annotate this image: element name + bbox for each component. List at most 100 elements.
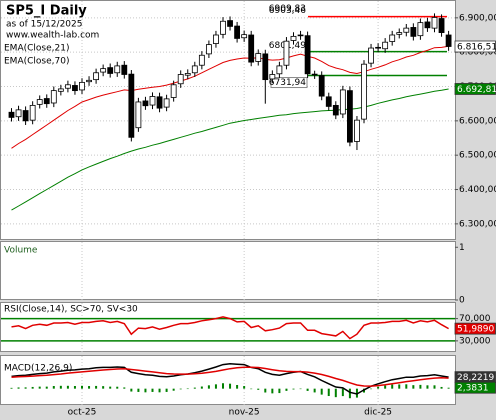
candle-body — [121, 64, 128, 75]
histogram-bar — [151, 388, 154, 392]
histogram-bar — [45, 386, 48, 389]
x-tick-label: oct-25 — [68, 408, 97, 418]
candle-body — [184, 73, 191, 76]
y-tick-label: 1 — [459, 243, 465, 253]
histogram-bar — [172, 388, 175, 391]
histogram-bar — [384, 385, 387, 389]
histogram-bar — [10, 387, 13, 389]
candle-body — [255, 53, 262, 62]
candle-body — [431, 17, 438, 29]
candle-body — [304, 35, 311, 75]
histogram-bar — [370, 388, 373, 390]
candle-body — [15, 109, 22, 118]
candle-body — [72, 85, 78, 92]
x-tick-label: nov-25 — [229, 408, 260, 418]
histogram-bar — [264, 388, 267, 393]
histogram-bar — [398, 384, 401, 389]
y-tick-label: 30,000 — [459, 336, 491, 346]
candle-body — [375, 46, 382, 49]
candle-body — [424, 21, 431, 29]
candle-body — [163, 98, 170, 108]
histogram-bar — [17, 387, 20, 389]
level-label-bg — [270, 77, 308, 89]
histogram-bar — [271, 388, 274, 394]
histogram-bar — [200, 386, 203, 389]
indicator-line — [11, 363, 449, 395]
candle-body — [234, 25, 241, 39]
candle-body — [149, 96, 156, 106]
price-label: 6.816,510 — [457, 42, 496, 52]
candle-body — [29, 104, 36, 121]
candle-body — [332, 104, 339, 116]
histogram-bar — [186, 388, 189, 390]
level-label: 6903,46 — [269, 6, 306, 16]
candle-body — [205, 44, 212, 55]
histogram-bar — [440, 386, 443, 389]
candle-body — [57, 88, 64, 92]
pane-title: MACD(12,26,9) — [4, 364, 72, 374]
candle-body — [22, 110, 29, 122]
candle-body — [262, 53, 269, 81]
candle-body — [346, 90, 353, 143]
histogram-bar — [102, 386, 105, 389]
histogram-bar — [426, 385, 429, 389]
ema-line — [11, 45, 449, 149]
candle-body — [170, 84, 177, 98]
candle-body — [114, 65, 121, 74]
candle-body — [128, 73, 135, 138]
indicator-line — [11, 366, 449, 387]
candle-body — [290, 35, 297, 41]
candle-body — [8, 111, 15, 118]
histogram-bar — [250, 388, 253, 390]
source: www.wealth-lab.com — [6, 31, 99, 41]
histogram-bar — [73, 386, 76, 389]
histogram-bar — [165, 388, 168, 392]
price-label: 51,9890 — [457, 325, 494, 335]
candle-body — [241, 34, 248, 39]
y-tick-label: 0 — [459, 296, 465, 306]
histogram-bar — [447, 387, 450, 389]
candle-body — [403, 27, 410, 33]
histogram-bar — [38, 386, 41, 389]
candle-body — [248, 34, 255, 63]
candle-body — [93, 72, 99, 81]
histogram-bar — [341, 388, 344, 397]
price-label: 2,3831 — [457, 384, 489, 394]
candle-body — [65, 84, 71, 89]
histogram-bar — [52, 386, 55, 389]
histogram-bar — [257, 388, 260, 390]
candle-body — [438, 18, 445, 33]
candle-body — [269, 74, 276, 80]
candle-body — [325, 96, 332, 107]
candle-body — [276, 65, 283, 75]
candle-body — [318, 75, 325, 97]
candle-body — [36, 99, 43, 105]
histogram-bar — [327, 388, 330, 397]
histogram-bar — [299, 388, 302, 390]
histogram-bar — [81, 385, 83, 389]
histogram-bar — [306, 388, 309, 391]
histogram-bar — [377, 386, 380, 389]
legend-entry: EMA(Close,21) — [4, 44, 69, 54]
histogram-bar — [207, 385, 210, 389]
indicator-line — [11, 316, 449, 340]
candle-body — [135, 101, 142, 129]
histogram-bar — [144, 388, 147, 393]
candle-body — [396, 32, 403, 35]
price-pane — [0, 0, 456, 240]
subtitle: as of 15/12/2025 — [6, 20, 82, 30]
histogram-bar — [278, 388, 281, 394]
histogram-bar — [433, 385, 436, 389]
pane-title: RSI(Close,14), SC>70, SV<30 — [4, 305, 138, 315]
candle-body — [311, 73, 318, 76]
candle-body — [79, 81, 85, 91]
histogram-bar — [24, 387, 27, 389]
y-tick-label: 6.900,000 — [459, 13, 496, 23]
candle-body — [142, 100, 149, 107]
histogram-bar — [229, 383, 232, 389]
candle-body — [354, 119, 360, 142]
candle-body — [410, 27, 417, 37]
candle-body — [220, 20, 226, 35]
candle-body — [445, 34, 452, 47]
